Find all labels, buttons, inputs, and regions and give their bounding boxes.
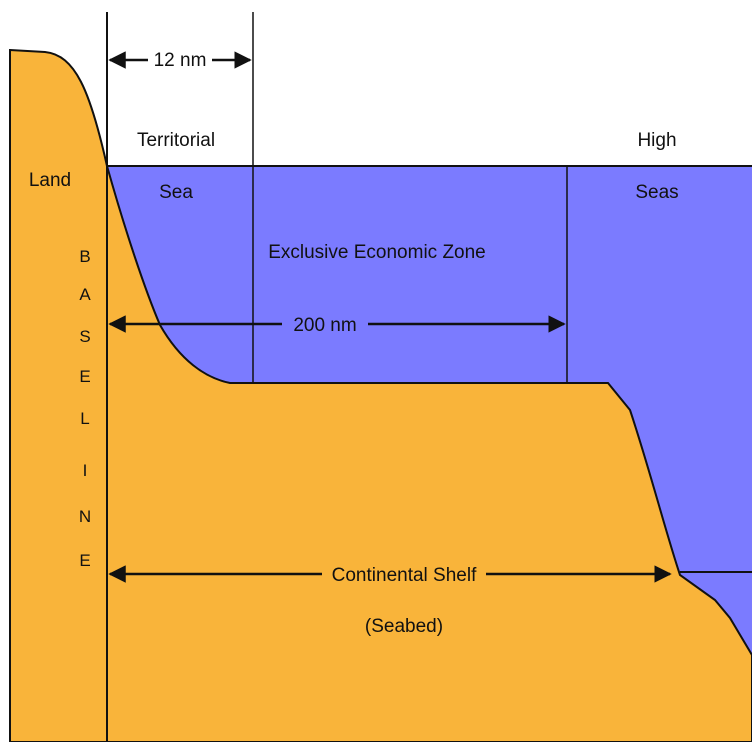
high-seas-label: Seas [635, 182, 678, 203]
territorial-sea-label: Sea [159, 182, 193, 203]
baseline-letter: L [80, 409, 89, 428]
baseline-letter: E [79, 367, 90, 386]
baseline-letter: A [79, 285, 91, 304]
high-label: High [637, 130, 676, 151]
two-hundred-nm-label: 200 nm [293, 315, 356, 336]
continental-shelf-label: Continental Shelf [332, 565, 477, 586]
twelve-nm-label: 12 nm [154, 50, 207, 71]
land-seabed-profile [9, 48, 752, 742]
seabed-label: (Seabed) [365, 616, 443, 637]
baseline-letter: S [79, 327, 90, 346]
land-label: Land [29, 170, 71, 191]
baseline-letter: E [79, 551, 90, 570]
baseline-letter: I [83, 461, 88, 480]
baseline-letter: B [79, 247, 90, 266]
territorial-label: Territorial [137, 130, 215, 151]
eez-label: Exclusive Economic Zone [268, 242, 486, 263]
baseline-letters: B A S E L I N E [79, 247, 91, 570]
baseline-letter: N [79, 507, 91, 526]
